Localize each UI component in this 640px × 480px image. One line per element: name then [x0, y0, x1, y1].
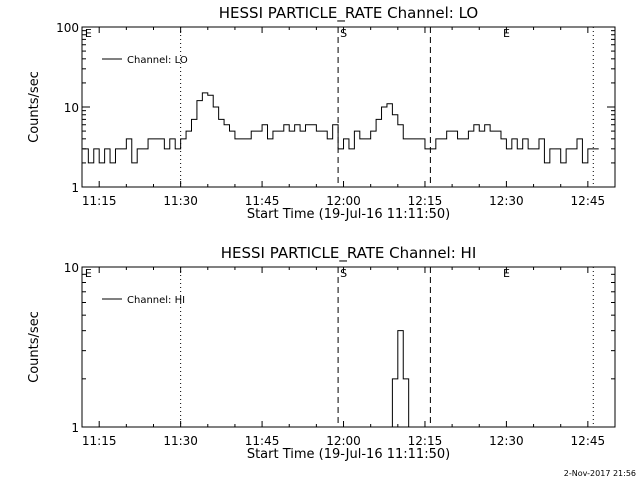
legend-label: Channel: LO [127, 55, 188, 66]
event-marker-label: S [340, 267, 347, 280]
x-tick-label: 11:15 [82, 434, 117, 448]
y-tick-label: 10 [64, 101, 79, 115]
x-tick-label: 12:30 [489, 194, 524, 208]
plot-frame [81, 266, 616, 428]
legend-label: Channel: HI [127, 295, 185, 306]
x-tick-label: 11:45 [245, 434, 280, 448]
footer-timestamp: 2-Nov-2017 21:56 [564, 469, 636, 478]
x-tick-label: 12:45 [571, 194, 606, 208]
x-tick-label: 12:00 [326, 194, 361, 208]
event-marker-label: S [340, 27, 347, 40]
x-axis-label: Start Time (19-Jul-16 11:11:50) [247, 447, 450, 462]
event-marker-label: E [503, 267, 510, 280]
x-tick-label: 12:15 [408, 194, 443, 208]
x-tick-label: 11:45 [245, 194, 280, 208]
y-axis-label: Counts/sec [27, 311, 42, 383]
chart-title: HESSI PARTICLE_RATE Channel: LO [219, 4, 478, 23]
x-tick-label: 11:30 [163, 194, 198, 208]
x-tick-label: 12:15 [408, 434, 443, 448]
series-line-1 [82, 92, 599, 164]
x-tick-label: 11:30 [163, 434, 198, 448]
y-axis-label: Counts/sec [27, 71, 42, 143]
y-tick-label: 10 [64, 261, 79, 275]
x-tick-label: 12:45 [571, 434, 606, 448]
chart-title: HESSI PARTICLE_RATE Channel: HI [221, 244, 477, 263]
y-tick-label: 1 [71, 421, 79, 435]
chart-panel-1: HESSI PARTICLE_RATE Channel: LO 11:15 11:3… [27, 4, 616, 222]
x-axis-label: Start Time (19-Jul-16 11:11:50) [247, 207, 450, 222]
panels: HESSI PARTICLE_RATE Channel: LO 11:15 11:3… [27, 4, 616, 462]
x-tick-label: 12:30 [489, 434, 524, 448]
x-tick-label: 12:00 [326, 434, 361, 448]
series-line-1 [386, 330, 415, 428]
event-marker-label: E [85, 27, 92, 40]
event-marker-label: E [85, 267, 92, 280]
y-tick-label: 100 [56, 21, 79, 35]
x-tick-label: 11:15 [82, 194, 117, 208]
y-tick-label: 1 [71, 181, 79, 195]
chart-panel-2: HESSI PARTICLE_RATE Channel: HI 11:15 11:3… [27, 244, 616, 462]
event-marker-label: E [503, 27, 510, 40]
